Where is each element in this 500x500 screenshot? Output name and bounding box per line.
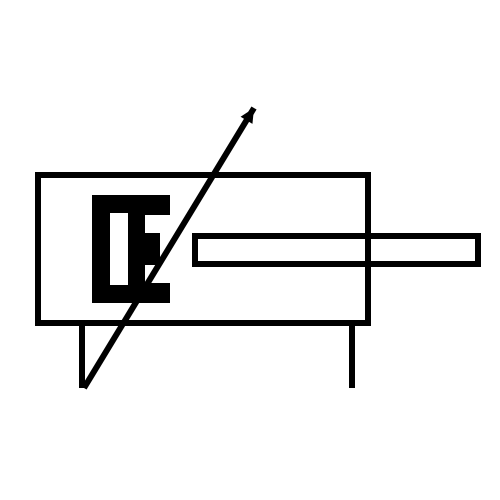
piston-rod xyxy=(195,236,478,264)
pneumatic-cylinder-symbol xyxy=(0,0,500,500)
cushion-block-icon xyxy=(92,195,170,303)
schematic-svg xyxy=(0,0,500,500)
